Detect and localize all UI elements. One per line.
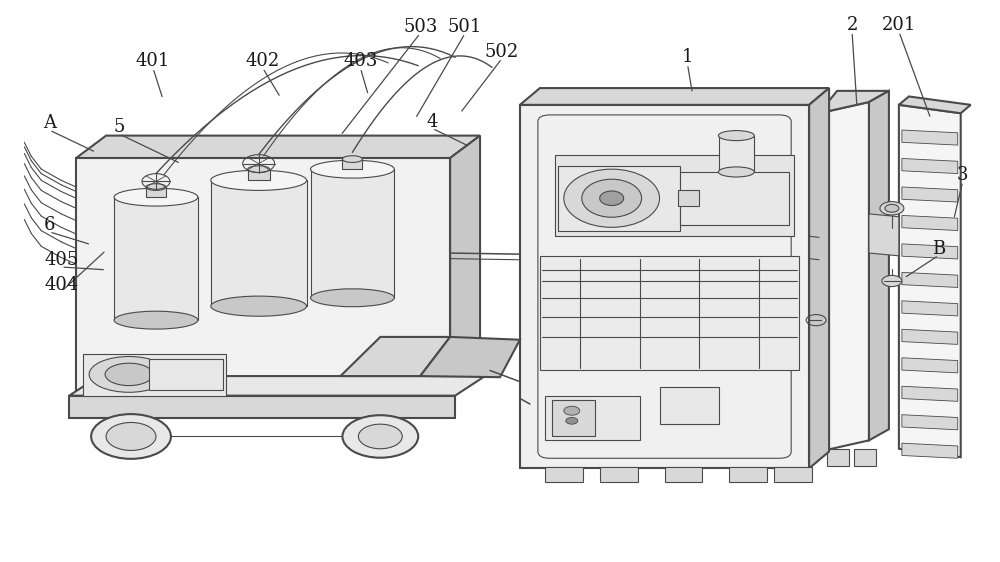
Ellipse shape [146, 184, 166, 191]
Polygon shape [902, 130, 958, 145]
Polygon shape [558, 166, 680, 230]
Polygon shape [420, 337, 520, 377]
Text: 402: 402 [246, 52, 280, 70]
Text: 404: 404 [44, 276, 78, 294]
Polygon shape [902, 386, 958, 401]
Polygon shape [311, 169, 394, 298]
Text: A: A [43, 114, 56, 132]
Polygon shape [149, 359, 223, 390]
Polygon shape [902, 301, 958, 316]
Text: 403: 403 [343, 52, 378, 70]
Polygon shape [902, 415, 958, 430]
Polygon shape [545, 396, 640, 441]
Polygon shape [902, 358, 958, 373]
Text: 4: 4 [427, 112, 438, 130]
Polygon shape [809, 88, 829, 468]
Text: 502: 502 [485, 43, 519, 61]
Polygon shape [869, 91, 889, 441]
Text: 201: 201 [882, 16, 916, 34]
Polygon shape [902, 329, 958, 345]
Polygon shape [555, 155, 794, 236]
Ellipse shape [311, 160, 394, 178]
Polygon shape [600, 466, 638, 482]
Text: 503: 503 [403, 17, 437, 35]
Circle shape [342, 415, 418, 457]
Text: 6: 6 [44, 216, 55, 234]
Polygon shape [520, 88, 829, 105]
Polygon shape [340, 337, 450, 376]
Text: 501: 501 [448, 17, 482, 35]
Polygon shape [869, 214, 899, 256]
Text: 1: 1 [682, 48, 693, 66]
Polygon shape [854, 449, 876, 465]
Polygon shape [76, 158, 450, 398]
Polygon shape [899, 105, 961, 457]
Polygon shape [774, 466, 812, 482]
Polygon shape [660, 387, 719, 424]
Polygon shape [76, 135, 480, 158]
Text: 405: 405 [44, 251, 78, 269]
Polygon shape [819, 102, 869, 451]
Ellipse shape [105, 363, 153, 386]
Ellipse shape [114, 188, 198, 206]
Ellipse shape [600, 191, 624, 206]
Text: 401: 401 [136, 52, 170, 70]
Text: 3: 3 [957, 166, 968, 184]
Polygon shape [827, 449, 849, 465]
Polygon shape [69, 376, 485, 396]
Circle shape [91, 414, 171, 459]
Polygon shape [211, 180, 307, 306]
Ellipse shape [342, 156, 362, 162]
Polygon shape [902, 215, 958, 230]
Circle shape [564, 406, 580, 415]
Polygon shape [450, 135, 480, 398]
Ellipse shape [114, 311, 198, 329]
Polygon shape [520, 105, 809, 468]
Polygon shape [114, 197, 198, 320]
Polygon shape [902, 158, 958, 174]
Ellipse shape [718, 130, 754, 140]
Ellipse shape [311, 289, 394, 307]
Ellipse shape [718, 167, 754, 177]
Circle shape [882, 275, 902, 287]
Polygon shape [552, 400, 595, 437]
Ellipse shape [582, 179, 642, 217]
Ellipse shape [89, 356, 169, 392]
Circle shape [880, 202, 904, 215]
Polygon shape [540, 256, 799, 370]
Text: B: B [932, 239, 945, 257]
Polygon shape [902, 443, 958, 458]
Polygon shape [678, 191, 699, 206]
Text: 5: 5 [113, 118, 125, 136]
Polygon shape [902, 244, 958, 259]
Ellipse shape [248, 166, 270, 173]
Circle shape [358, 424, 402, 449]
Circle shape [106, 423, 156, 451]
Ellipse shape [211, 296, 307, 316]
Polygon shape [819, 91, 889, 113]
Polygon shape [248, 169, 270, 180]
Polygon shape [902, 187, 958, 202]
Circle shape [566, 418, 578, 424]
Polygon shape [902, 273, 958, 287]
Polygon shape [146, 187, 166, 197]
Polygon shape [83, 353, 226, 396]
Text: 2: 2 [846, 16, 858, 34]
Polygon shape [729, 466, 767, 482]
Polygon shape [899, 97, 971, 113]
Polygon shape [69, 396, 455, 418]
Ellipse shape [564, 169, 660, 227]
Polygon shape [665, 466, 702, 482]
Polygon shape [342, 159, 362, 169]
Polygon shape [680, 172, 789, 225]
Circle shape [885, 205, 899, 212]
Ellipse shape [211, 170, 307, 191]
Polygon shape [545, 466, 583, 482]
Polygon shape [719, 135, 754, 172]
